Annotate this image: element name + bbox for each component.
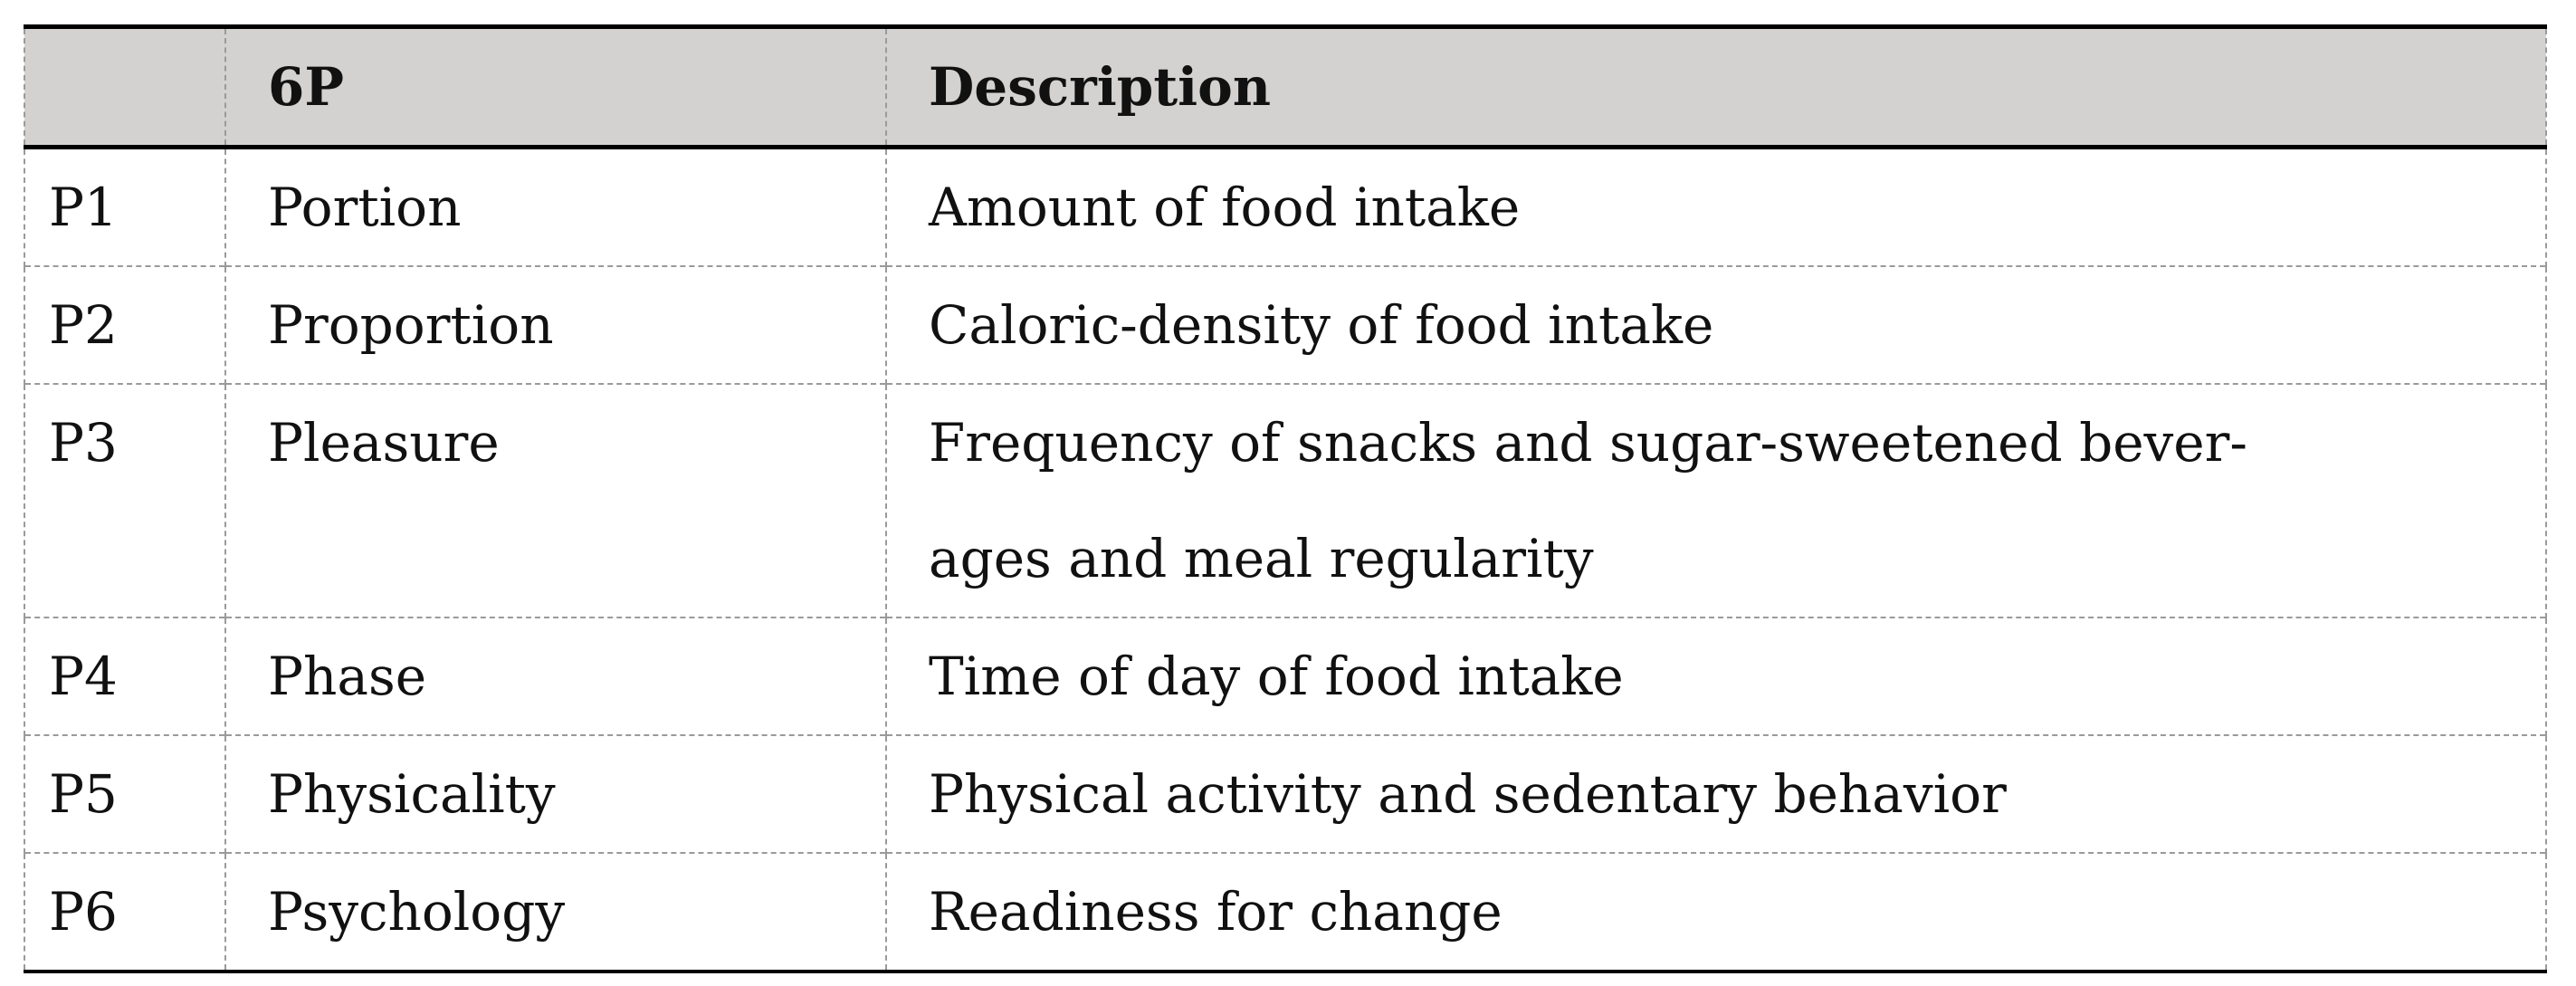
- table-row: P4 Phase Time of day of food intake: [24, 617, 2547, 735]
- row-name: Phase: [224, 617, 887, 735]
- description-line: Frequency of snacks and sugar-sweetened …: [929, 412, 2247, 474]
- row-id: P5: [24, 735, 226, 853]
- row-description: Readiness for change: [885, 853, 2547, 972]
- row-description: Amount of food intake: [885, 147, 2547, 266]
- row-description: Caloric-density of food intake: [885, 266, 2547, 384]
- row-id: P6: [24, 853, 226, 972]
- table-row: P1 Portion Amount of food intake: [24, 147, 2547, 266]
- row-name: Psychology: [224, 853, 887, 972]
- row-id: P3: [24, 384, 226, 617]
- header-row: 6P Description: [24, 26, 2547, 148]
- header-6p: 6P: [224, 26, 887, 148]
- table-row: P3 Pleasure Frequency of snacks and suga…: [24, 384, 2547, 617]
- row-name: Portion: [224, 147, 887, 266]
- description-line: ages and meal regularity: [929, 528, 1594, 589]
- table-row: P6 Psychology Readiness for change: [24, 853, 2547, 972]
- table-row: P2 Proportion Caloric-density of food in…: [24, 266, 2547, 384]
- row-description: Time of day of food intake: [885, 617, 2547, 735]
- header-id: [24, 26, 226, 148]
- six-p-table: 6P Description P1 Portion Amount of food…: [24, 24, 2547, 973]
- row-id: P2: [24, 266, 226, 384]
- row-id: P1: [24, 147, 226, 266]
- row-name: Pleasure: [224, 384, 887, 617]
- header-description: Description: [885, 26, 2547, 148]
- row-description: Frequency of snacks and sugar-sweetened …: [885, 384, 2547, 617]
- row-id: P4: [24, 617, 226, 735]
- table-row: P5 Physicality Physical activity and sed…: [24, 735, 2547, 853]
- row-description: Physical activity and sedentary behavior: [885, 735, 2547, 853]
- row-name: Proportion: [224, 266, 887, 384]
- row-name: Physicality: [224, 735, 887, 853]
